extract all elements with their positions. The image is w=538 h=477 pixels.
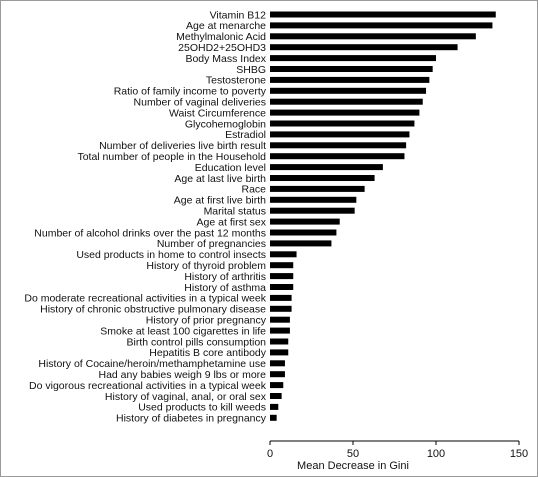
category-label: Education level xyxy=(195,162,266,174)
bar xyxy=(270,218,340,225)
bar xyxy=(270,349,289,356)
bar xyxy=(270,33,476,40)
bar xyxy=(270,327,290,334)
bar xyxy=(270,55,436,62)
bar xyxy=(270,240,332,247)
category-label: Smoke at least 100 cigarettes in life xyxy=(100,325,266,337)
category-label: Do vigorous recreational activities in a… xyxy=(29,380,267,392)
category-label: Age at menarche xyxy=(186,20,266,32)
x-tick-label: 100 xyxy=(427,448,445,460)
category-label: Race xyxy=(241,184,266,196)
category-label: Number of pregnancies xyxy=(157,238,266,250)
bar xyxy=(270,175,375,181)
category-label: Waist Circumference xyxy=(169,107,266,119)
category-label: Do moderate recreational activities in a… xyxy=(24,293,266,305)
category-label: Ratio of family income to poverty xyxy=(114,86,267,98)
bar xyxy=(270,229,337,236)
bar xyxy=(270,131,410,138)
bar xyxy=(270,294,292,301)
category-label: Number of deliveries live birth result xyxy=(99,140,266,152)
x-tick-label: 150 xyxy=(510,448,528,460)
category-label: History of diabetes in pregnancy xyxy=(116,413,267,425)
category-label: Marital status xyxy=(204,206,266,218)
bar xyxy=(270,87,427,94)
category-label: Had any babies weigh 9 lbs or more xyxy=(98,369,266,381)
category-label: Hepatitis B core antibody xyxy=(149,347,266,359)
bar xyxy=(270,44,458,51)
bar xyxy=(270,22,493,29)
category-label: Number of vaginal deliveries xyxy=(134,97,266,109)
category-label: Number of alcohol drinks over the past 1… xyxy=(34,227,266,239)
x-axis: 0 50 100 150 xyxy=(267,440,528,460)
category-label: Glycohemoglobin xyxy=(185,118,266,130)
category-label: Age at last live birth xyxy=(174,173,266,185)
bar xyxy=(270,120,415,127)
x-tick-label: 50 xyxy=(347,448,359,460)
bar xyxy=(270,164,383,171)
category-label: Total number of people in the Household xyxy=(77,151,266,163)
bars xyxy=(270,11,496,421)
category-label: SHBG xyxy=(236,64,266,76)
category-label: History of asthma xyxy=(184,282,266,294)
category-label: History of chronic obstructive pulmonary… xyxy=(40,304,266,316)
category-label: Estradiol xyxy=(225,129,266,141)
category-label: History of vaginal, anal, or oral sex xyxy=(105,391,267,403)
category-label: Testosterone xyxy=(206,75,266,87)
category-label: Methylmalonic Acid xyxy=(176,31,266,43)
category-label: Birth control pills consumption xyxy=(127,336,267,348)
bar xyxy=(270,284,294,290)
x-tick-label: 0 xyxy=(267,448,273,460)
bar xyxy=(270,305,292,312)
category-label: History of prior pregnancy xyxy=(146,315,267,327)
bar xyxy=(270,371,285,378)
bar xyxy=(270,382,284,389)
category-label: Age at first sex xyxy=(197,216,267,228)
bar xyxy=(270,393,282,399)
bar xyxy=(270,207,355,214)
category-label: Vitamin B12 xyxy=(210,9,267,21)
bar xyxy=(270,414,277,421)
category-label: Used products in home to control insects xyxy=(76,249,266,261)
category-label: 25OHD2+25OHD3 xyxy=(178,42,266,54)
bar xyxy=(270,142,407,149)
x-axis-title: Mean Decrease in Gini xyxy=(297,460,409,472)
bar xyxy=(270,403,279,410)
bar xyxy=(270,262,294,269)
category-label: History of arthritis xyxy=(184,271,266,283)
category-label: Age at first live birth xyxy=(174,195,266,207)
bar xyxy=(270,153,405,160)
bar xyxy=(270,109,420,116)
category-label: History of thyroid problem xyxy=(146,260,266,272)
bar xyxy=(270,360,285,367)
category-label: Used products to kill weeds xyxy=(138,402,266,414)
bar xyxy=(270,338,289,345)
category-label: History of Cocaine/heroin/methamphetamin… xyxy=(38,358,266,370)
category-label: Body Mass Index xyxy=(185,53,266,65)
bar xyxy=(270,185,365,192)
bar xyxy=(270,98,423,105)
bar xyxy=(270,273,294,280)
bar xyxy=(270,11,496,18)
bar xyxy=(270,76,430,83)
bar xyxy=(270,316,290,323)
bar xyxy=(270,66,433,72)
bar xyxy=(270,251,297,258)
bar xyxy=(270,196,357,203)
